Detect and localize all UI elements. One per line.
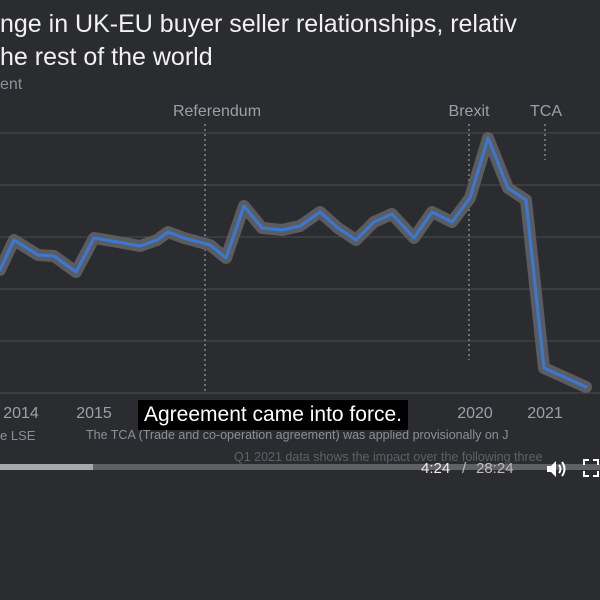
x-tick-label: 2021 [527, 405, 563, 422]
subtitle-caption: Agreement came into force. [138, 400, 408, 430]
confidence-band [0, 132, 592, 393]
event-markers: Referendum Brexit TCA [173, 103, 562, 392]
video-controls: 4:24 / 28:24 [0, 446, 600, 492]
footnote: The TCA (Trade and co-operation agreemen… [86, 428, 509, 442]
x-tick-label: 2015 [76, 405, 112, 422]
footnote-secondary: Q1 2021 data shows the impact over the f… [234, 450, 543, 464]
x-tick-label: 2020 [457, 405, 493, 422]
time-separator: / [462, 460, 467, 477]
x-tick-label: 2014 [3, 405, 39, 422]
chart-title-line2: he rest of the world [0, 43, 213, 71]
volume-icon-glyph [547, 461, 566, 477]
series-line [0, 136, 588, 389]
source-note: e LSE [0, 428, 36, 443]
annotation-label: Brexit [449, 103, 490, 120]
chart-subtitle: ent [0, 76, 23, 93]
total-time: 28:24 [476, 460, 514, 477]
chart-title: nge in UK-EU buyer seller relationships,… [0, 8, 600, 74]
fullscreen-icon-glyph [583, 459, 599, 477]
annotation-label: Referendum [173, 103, 261, 120]
progress-fill [0, 464, 93, 470]
grid-lines [0, 132, 600, 394]
current-time: 4:24 [421, 460, 451, 477]
progress-bar[interactable] [0, 464, 600, 470]
chart-title-line1: nge in UK-EU buyer seller relationships,… [0, 10, 517, 38]
fullscreen-icon[interactable] [582, 458, 600, 478]
annotation-label: TCA [530, 103, 562, 120]
x-tick-labels: 2014 2015 2020 2021 [3, 405, 563, 422]
volume-icon[interactable] [545, 458, 569, 480]
